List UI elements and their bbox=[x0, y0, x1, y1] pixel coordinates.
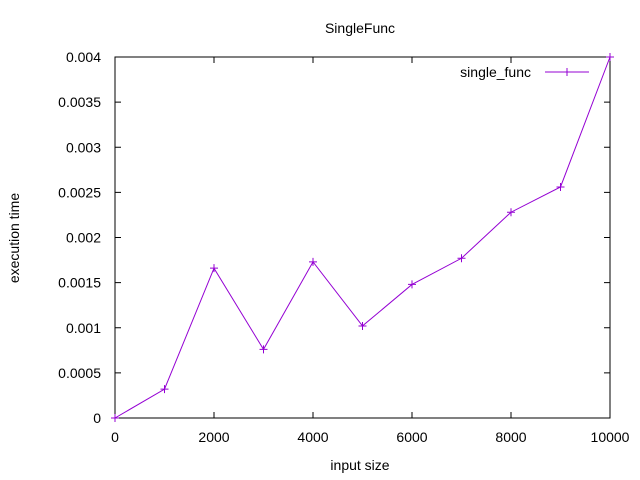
x-tick-label: 2000 bbox=[198, 429, 229, 445]
data-point bbox=[457, 254, 466, 263]
data-point bbox=[210, 264, 218, 273]
legend: single_func bbox=[460, 64, 589, 80]
y-tick-label: 0.0005 bbox=[58, 365, 101, 381]
chart-title: SingleFunc bbox=[325, 20, 395, 36]
y-tick-label: 0.002 bbox=[66, 230, 101, 246]
x-tick-label: 10000 bbox=[591, 429, 630, 445]
legend-label: single_func bbox=[460, 64, 531, 80]
data-point bbox=[309, 257, 317, 266]
x-axis: 0 2000 4000 6000 8000 10000 bbox=[111, 57, 630, 445]
series-layer bbox=[111, 53, 614, 422]
x-axis-label: input size bbox=[330, 457, 389, 473]
data-point bbox=[507, 208, 515, 217]
y-tick-label: 0.0025 bbox=[58, 184, 101, 200]
x-tick-label: 6000 bbox=[396, 429, 427, 445]
data-point bbox=[160, 385, 169, 394]
x-tick-label: 4000 bbox=[297, 429, 328, 445]
data-point bbox=[606, 53, 614, 61]
x-tick-label: 0 bbox=[111, 429, 119, 445]
data-point bbox=[259, 345, 268, 354]
legend-marker bbox=[563, 68, 571, 76]
data-point bbox=[111, 414, 119, 422]
plot-frame bbox=[114, 56, 611, 419]
data-point bbox=[408, 280, 416, 289]
series-line bbox=[114, 56, 611, 419]
data-point bbox=[556, 182, 565, 191]
y-tick-label: 0.003 bbox=[66, 139, 101, 155]
y-axis: 0 0.0005 0.001 0.0015 0.002 0.0025 0.003 0.0035… bbox=[58, 49, 610, 426]
x-tick-label: 8000 bbox=[495, 429, 526, 445]
y-axis-label: execution time bbox=[6, 193, 22, 283]
data-point bbox=[358, 321, 367, 330]
y-tick-label: 0.0035 bbox=[58, 94, 101, 110]
y-tick-label: 0.001 bbox=[66, 320, 101, 336]
y-tick-label: 0.004 bbox=[66, 49, 101, 65]
y-tick-label: 0.0015 bbox=[58, 275, 101, 291]
y-tick-label: 0 bbox=[93, 410, 101, 426]
